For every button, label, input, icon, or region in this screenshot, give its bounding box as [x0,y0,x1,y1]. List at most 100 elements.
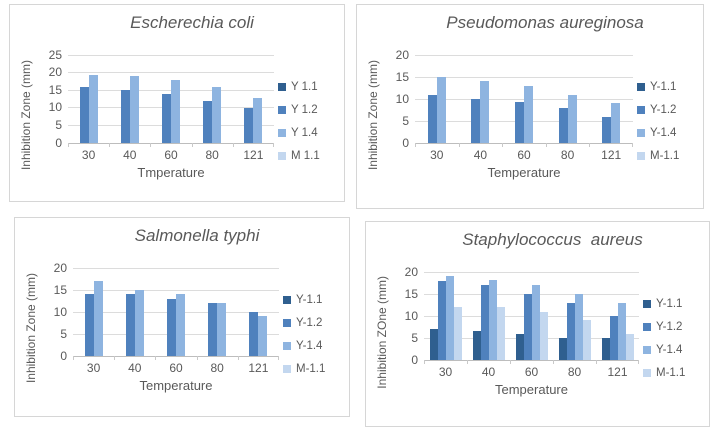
x-axis-tick [196,356,198,360]
bar-Y-1.4-at-60 [171,80,180,143]
bar-group [79,75,98,143]
bar-Y-1.4-at-121 [611,102,621,143]
bar-Y-1.4-at-121 [253,97,263,143]
legend-label: Y 1.2 [291,104,318,116]
bar-Y-1.2-at-80 [558,107,568,143]
y-tick-label: 0 [55,135,62,150]
bar-group [472,279,505,360]
x-tick-label: 40 [123,148,137,162]
x-axis-tick [545,143,547,147]
legend-item: Y-1.4 [637,127,701,139]
bar-group [558,94,577,143]
x-axis-tick [278,356,279,360]
x-axis-tick [424,360,425,364]
legend-swatch-icon [283,365,291,373]
y-axis-title: Inhibition Zone (mm) [24,272,38,384]
x-axis-tick [596,360,597,364]
bar-Y-1.2-at-121 [609,316,618,360]
bar-Y-1.4-at-60 [176,294,185,356]
bar-group [84,281,103,356]
y-tick-label: 15 [53,282,67,297]
legend-item: Y-1.1 [283,294,347,306]
x-axis-tick [273,143,274,147]
y-tick-label: 15 [404,286,418,301]
x-tick-label: 40 [473,148,488,162]
gridline [73,289,279,291]
x-tick-label: 121 [243,148,264,162]
bar-Y-1.2-at-30 [427,94,437,143]
x-tick-label: 60 [164,148,178,162]
y-tick-label: 10 [53,304,67,319]
y-tick-label: 20 [48,65,62,80]
chart-panel-pseudomonas-aureginosa[interactable]: Pseudomonas aureginosa Inhibition Zone (… [356,4,704,209]
legend-label: Y-1.2 [296,317,323,329]
bar-Y-1.4-at-121 [617,302,626,360]
bar-Y-1.2-at-40 [125,294,135,356]
x-axis-tick [232,143,234,147]
bar-group [427,77,446,143]
y-tick-label: 15 [48,82,62,97]
legend-item: Y-1.4 [643,344,707,356]
x-axis-tick [467,360,468,364]
legend-swatch-icon [643,369,651,377]
x-axis-tick [589,143,591,147]
bar-Y-1.2-at-121 [602,116,612,143]
legend-item: Y-1.1 [643,298,707,310]
legend-label: Y-1.1 [296,294,323,306]
legend-label: Y-1.2 [650,104,677,116]
bar-group [515,285,548,360]
bar-group [162,80,180,143]
x-tick-label: 60 [169,361,183,375]
chart-panel-salmonella-typhi[interactable]: Salmonella typhi Inhibition Zone (mm) 0 5… [14,217,350,417]
x-axis-title: Temperature [139,378,213,393]
bar-Y-1.2-at-121 [249,312,259,356]
x-axis-tick [632,143,633,147]
bar-Y-1.4-at-40 [480,80,490,143]
y-axis-title: Inhibition Zone (mm) [366,59,380,171]
legend-label: Y-1.1 [650,81,677,93]
y-tick-label: 10 [48,100,62,115]
legend-swatch-icon [643,300,651,308]
legend-label: M 1.1 [291,150,320,162]
legend-label: Y 1.1 [291,81,318,93]
bar-Y-1.1-at-121 [601,338,610,360]
bar-Y-1.4-at-40 [129,76,139,143]
legend-swatch-icon [283,342,291,350]
legend-item: Y-1.1 [637,81,701,93]
y-tick-label: 0 [60,348,67,363]
legend-swatch-icon [643,346,651,354]
bar-Y-1.2-at-40 [120,89,130,143]
chart-title: Staphylococcus aureus [462,230,643,249]
x-tick-label: 40 [128,361,142,375]
gridline [68,54,274,56]
gridline [415,76,633,78]
x-axis-tick [502,143,504,147]
x-tick-label: 80 [560,148,575,162]
legend-swatch-icon [278,106,286,114]
x-tick-label: 30 [430,148,444,162]
legend-item: Y 1.4 [278,127,342,139]
bar-Y-1.2-at-40 [471,99,481,143]
legend-swatch-icon [637,152,645,160]
bar-Y-1.2-at-30 [79,87,89,143]
chart-legend: Y-1.1 Y-1.2 Y-1.4 M-1.1 [643,298,707,390]
bar-Y-1.4-at-30 [93,281,103,356]
legend-label: Y-1.2 [656,321,683,333]
chart-panel-staphylococcus-aureus[interactable]: Staphylococcus aureus Inhibition ZOne (m… [365,221,710,427]
bar-Y-1.2-at-121 [244,107,254,143]
legend-label: M-1.1 [650,150,680,162]
plot-area: 0 5 10 15 20 25 30 40 60 80 121 [49,48,274,162]
y-tick-label: 10 [395,91,409,106]
bar-group [244,97,263,143]
legend-swatch-icon [283,296,291,304]
legend-label: M-1.1 [656,367,686,379]
bar-Y-1.4-at-121 [258,316,268,356]
bar-group [167,294,185,356]
bar-Y-1.2-at-30 [437,280,446,360]
y-axis-title-wrap: Inhibition Zone (mm) [23,262,39,394]
bar-group [125,290,144,356]
bar-Y-1.1-at-40 [472,331,481,360]
bar-Y-1.1-at-30 [429,329,438,360]
chart-panel-escherechia-coli[interactable]: Escherechia coli Inhibition Zone (mm) 0 5… [9,4,345,202]
